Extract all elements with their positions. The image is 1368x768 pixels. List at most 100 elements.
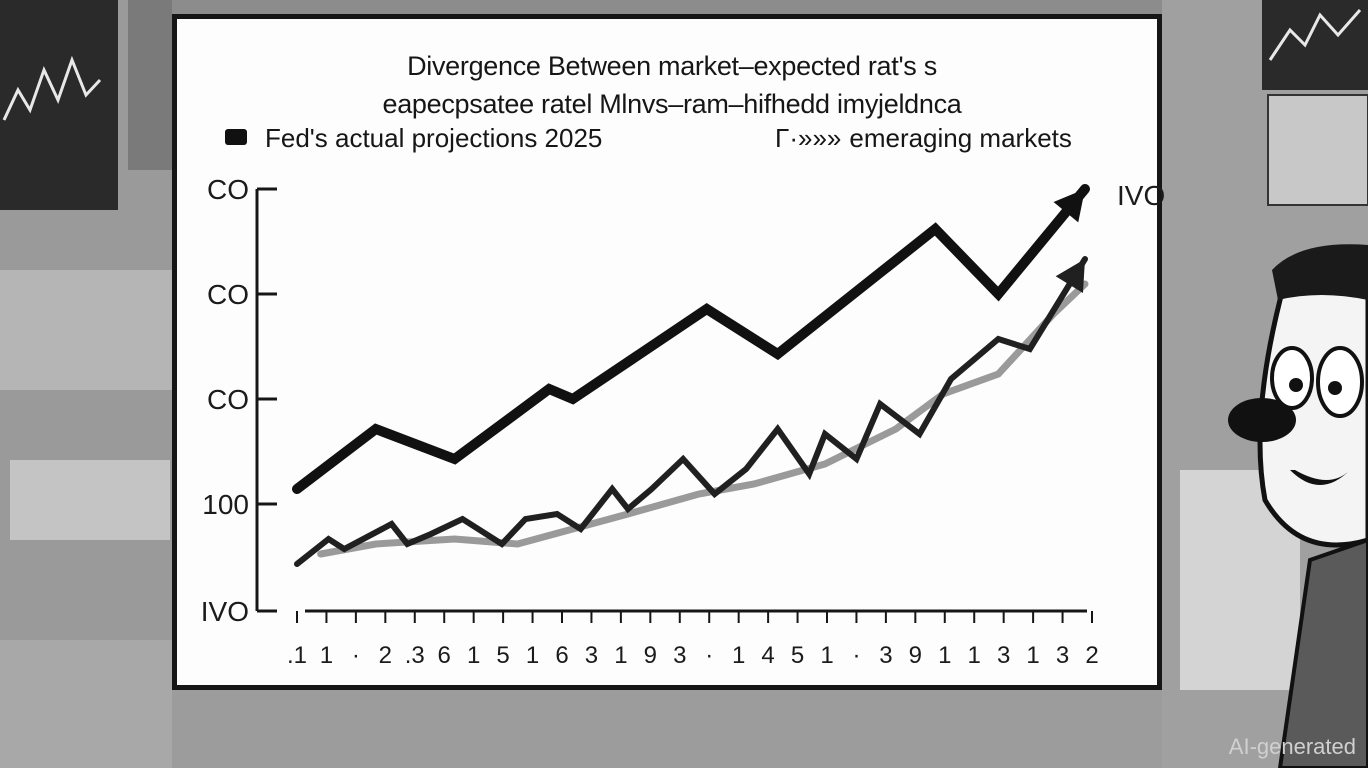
x-tick-label: 1 (968, 642, 981, 669)
x-tick-label: 2 (379, 642, 392, 669)
series-2-point (807, 472, 811, 476)
x-tick-label: · (352, 642, 360, 669)
series-3-point (319, 552, 323, 556)
series-3-point (571, 527, 575, 531)
series-2-point (610, 487, 614, 491)
brick-wall (1267, 94, 1368, 206)
right-monitor-graph (1268, 9, 1362, 61)
series-2-point (295, 562, 299, 566)
left-papers (10, 460, 170, 540)
x-tick-label: 6 (438, 642, 451, 669)
right-monitor (1262, 0, 1368, 90)
x-tick-label: 3 (585, 642, 598, 669)
x-tick-label: 1 (938, 642, 951, 669)
legend-swatch-1 (225, 129, 247, 145)
x-tick-label: 3 (879, 642, 892, 669)
legend-item-1: Fed's actual projections 2025 (225, 123, 602, 154)
left-monitor-graph (2, 55, 102, 121)
x-tick-label: 1 (614, 642, 627, 669)
x-tick-label: 1 (1026, 642, 1039, 669)
series-3-point (626, 512, 630, 516)
x-tick-label: 5 (791, 642, 804, 669)
watermark: AI-generated (1228, 734, 1356, 759)
y-tick-label: IVO (201, 596, 249, 627)
y-tick-label: CO (207, 384, 249, 415)
series-2-point (823, 432, 827, 436)
series-2-point (626, 507, 630, 511)
y-tick-label: CO (207, 279, 249, 310)
series-3-point (697, 492, 701, 496)
series-1-point (996, 292, 1000, 296)
series-2-point (524, 517, 528, 521)
x-tick-label: .3 (405, 642, 425, 669)
series-2-point (854, 457, 858, 461)
end-label: IVO (1117, 180, 1165, 211)
series-2-point (996, 337, 1000, 341)
series-1-point (776, 352, 780, 356)
series-2-point (681, 457, 685, 461)
series-line-3 (317, 280, 1089, 558)
series-2-point (878, 402, 882, 406)
legend-label-2: emeraging markets (849, 123, 1072, 153)
series-1-arrowhead (1053, 189, 1085, 223)
left-monitor (0, 0, 118, 210)
chart-panel: Divergence Between market–expected rat's… (172, 14, 1165, 690)
x-tick-label: 9 (909, 642, 922, 669)
x-tick-label: 1 (320, 642, 333, 669)
x-tick-label: 5 (496, 642, 509, 669)
series-3-point (453, 537, 457, 541)
series-2-point (342, 547, 346, 551)
chart-title-block: Divergence Between market–expected rat's… (177, 47, 1167, 123)
series-3-point (752, 482, 756, 486)
series-2-arrowhead (1055, 259, 1085, 293)
x-tick-label: 3 (1056, 642, 1069, 669)
series-2-point (744, 467, 748, 471)
series-3-point (894, 427, 898, 431)
x-tick-label: 6 (555, 642, 568, 669)
series-2-point (918, 432, 922, 436)
series-2-point (327, 537, 331, 541)
left-shelf (128, 0, 172, 170)
x-tick-label: 4 (761, 642, 774, 669)
series-2-point (405, 542, 409, 546)
x-tick-label: · (852, 642, 860, 669)
series-3-point (516, 542, 520, 546)
x-tick-label: · (705, 642, 713, 669)
chart-title: Divergence Between market–expected rat's… (407, 51, 937, 81)
series-1-point (374, 427, 378, 431)
series-3-point (1083, 282, 1087, 286)
x-tick-label: 1 (732, 642, 745, 669)
y-tick-label: CO (207, 174, 249, 205)
series-1-point (453, 457, 457, 461)
series-3-point (823, 462, 827, 466)
series-line-1 (292, 184, 1090, 494)
x-tick-label: 9 (644, 642, 657, 669)
cartoon-character (1228, 244, 1368, 768)
left-desk-edge (0, 640, 172, 768)
x-tick-label: 1 (526, 642, 539, 669)
series-2-point (579, 527, 583, 531)
series-1-point (571, 397, 575, 401)
x-tick-label: 1 (820, 642, 833, 669)
series-2-point (500, 542, 504, 546)
series-2-point (429, 532, 433, 536)
series-2-point (555, 512, 559, 516)
series-2-point (390, 522, 394, 526)
series-1-point (547, 387, 551, 391)
x-tick-label: 1 (467, 642, 480, 669)
series-2-point (650, 487, 654, 491)
chart-subtitle: eapecpsatee ratel Mlnvs–ram–hifhedd imyj… (382, 89, 962, 119)
series-3-point (374, 542, 378, 546)
x-tick-label: .1 (287, 642, 307, 669)
series-2-point (949, 377, 953, 381)
series-line-2 (294, 256, 1088, 567)
desk-front (172, 690, 1162, 768)
series-2-point (1028, 347, 1032, 351)
series-1-point (705, 307, 709, 311)
legend-item-2: Γ·»»» emeraging markets (775, 123, 1072, 154)
series-3-point (996, 372, 1000, 376)
left-keyboard (0, 270, 172, 390)
series-1-point (933, 227, 937, 231)
series-2-point (776, 427, 780, 431)
